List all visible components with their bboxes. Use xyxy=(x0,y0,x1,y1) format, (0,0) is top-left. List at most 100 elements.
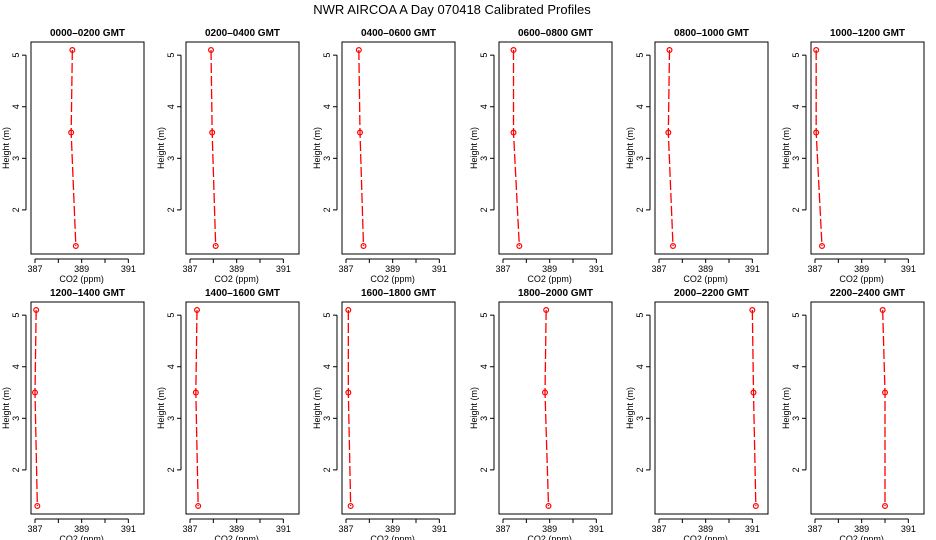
plot-frame xyxy=(498,301,613,515)
profile-line xyxy=(210,49,217,247)
y-axis-label: Height (m) xyxy=(469,387,479,429)
x-tick-label: 387 xyxy=(807,264,822,274)
x-tick-label: 389 xyxy=(229,524,244,534)
y-tick-label: 5 xyxy=(479,53,489,58)
profile-panel: 0200–0400 GMT 387 389 391 CO2 (ppm) 2 3 4 5 Heigh… xyxy=(156,28,300,284)
x-axis-label: CO2 (ppm) xyxy=(683,274,728,284)
y-tick-label: 3 xyxy=(166,416,176,421)
data-point xyxy=(212,243,219,250)
x-axis-label: CO2 (ppm) xyxy=(527,534,572,540)
profile-panel: 1600–1800 GMT 387 389 391 CO2 (ppm) 2 3 4 5 Heigh… xyxy=(312,288,456,540)
y-tick-label: 3 xyxy=(635,156,645,161)
y-tick-label: 4 xyxy=(166,104,176,109)
y-tick-label: 4 xyxy=(11,364,21,369)
y-tick-label: 5 xyxy=(166,53,176,58)
profile-line xyxy=(882,309,886,506)
y-tick-label: 2 xyxy=(479,207,489,212)
x-tick-label: 389 xyxy=(74,264,89,274)
x-tick-label: 389 xyxy=(698,524,713,534)
profile-line xyxy=(815,50,823,247)
x-tick-label: 391 xyxy=(432,264,447,274)
x-axis-label: CO2 (ppm) xyxy=(839,534,884,540)
y-tick-label: 4 xyxy=(635,364,645,369)
x-tick-label: 391 xyxy=(589,264,604,274)
panel-title: 1400–1600 GMT xyxy=(205,288,280,299)
y-tick-label: 5 xyxy=(635,313,645,318)
data-point xyxy=(516,243,523,250)
y-tick-label: 4 xyxy=(791,104,801,109)
plot-frame xyxy=(810,301,925,515)
profile-panel: 0000–0200 GMT 387 389 391 CO2 (ppm) 2 3 4 5 Heigh… xyxy=(1,28,145,284)
data-point xyxy=(510,46,517,53)
y-tick-label: 2 xyxy=(322,207,332,212)
plot-frame xyxy=(498,41,613,255)
y-tick-label: 3 xyxy=(479,416,489,421)
y-tick-label: 5 xyxy=(635,53,645,58)
y-tick-label: 2 xyxy=(322,467,332,472)
data-point xyxy=(34,503,41,510)
plot-frame xyxy=(341,301,456,515)
data-point xyxy=(818,243,825,250)
panel-title: 0400–0600 GMT xyxy=(361,28,436,39)
data-point xyxy=(881,503,888,510)
data-point xyxy=(360,243,367,250)
plot-frame xyxy=(341,41,456,255)
plot-frame xyxy=(185,41,300,255)
y-tick-label: 4 xyxy=(322,364,332,369)
x-axis-label: CO2 (ppm) xyxy=(370,534,415,540)
y-tick-label: 4 xyxy=(322,104,332,109)
data-point xyxy=(347,503,354,510)
x-axis-label: CO2 (ppm) xyxy=(370,274,415,284)
data-point xyxy=(750,389,757,396)
y-tick-label: 3 xyxy=(322,156,332,161)
x-axis-label: CO2 (ppm) xyxy=(839,274,884,284)
x-tick-label: 387 xyxy=(338,524,353,534)
x-tick-label: 387 xyxy=(338,264,353,274)
profile-panel: 1800–2000 GMT 387 389 391 CO2 (ppm) 2 3 4 5 Heigh… xyxy=(469,288,613,540)
x-tick-label: 389 xyxy=(385,264,400,274)
y-axis-label: Height (m) xyxy=(625,127,635,169)
data-point xyxy=(669,243,676,250)
y-tick-label: 5 xyxy=(11,313,21,318)
data-point xyxy=(881,389,888,396)
x-tick-label: 389 xyxy=(229,264,244,274)
x-tick-label: 391 xyxy=(121,524,136,534)
profile-line xyxy=(347,310,352,507)
data-point xyxy=(192,389,199,396)
x-axis-label: CO2 (ppm) xyxy=(59,534,104,540)
y-axis-label: Height (m) xyxy=(156,127,166,169)
x-tick-label: 391 xyxy=(745,524,760,534)
y-tick-label: 2 xyxy=(166,467,176,472)
profile-panel: 0400–0600 GMT 387 389 391 CO2 (ppm) 2 3 4 5 Heigh… xyxy=(312,28,456,284)
x-tick-label: 389 xyxy=(698,264,713,274)
data-point xyxy=(194,307,201,314)
data-point xyxy=(813,46,820,53)
data-point xyxy=(357,129,364,136)
panel-title: 1000–1200 GMT xyxy=(830,28,905,39)
y-tick-label: 5 xyxy=(322,53,332,58)
plot-frame xyxy=(654,41,769,255)
data-point xyxy=(752,503,759,510)
x-axis-label: CO2 (ppm) xyxy=(683,534,728,540)
y-axis-label: Height (m) xyxy=(312,127,322,169)
y-tick-label: 3 xyxy=(791,156,801,161)
y-tick-label: 2 xyxy=(11,467,21,472)
y-tick-label: 3 xyxy=(11,156,21,161)
data-point xyxy=(345,389,352,396)
x-tick-label: 389 xyxy=(74,524,89,534)
x-axis-label: CO2 (ppm) xyxy=(214,274,259,284)
plot-frame xyxy=(30,41,145,255)
y-tick-label: 4 xyxy=(635,104,645,109)
plot-frame xyxy=(185,301,300,515)
data-point xyxy=(749,307,756,314)
y-tick-label: 5 xyxy=(322,313,332,318)
x-tick-label: 389 xyxy=(854,524,869,534)
x-tick-label: 387 xyxy=(27,264,42,274)
y-tick-label: 5 xyxy=(166,313,176,318)
profile-panel: 2000–2200 GMT 387 389 391 CO2 (ppm) 2 3 4 5 Heigh… xyxy=(625,288,769,540)
data-point xyxy=(510,129,517,136)
x-tick-label: 391 xyxy=(745,264,760,274)
panel-title: 2000–2200 GMT xyxy=(674,288,749,299)
y-axis-label: Height (m) xyxy=(625,387,635,429)
